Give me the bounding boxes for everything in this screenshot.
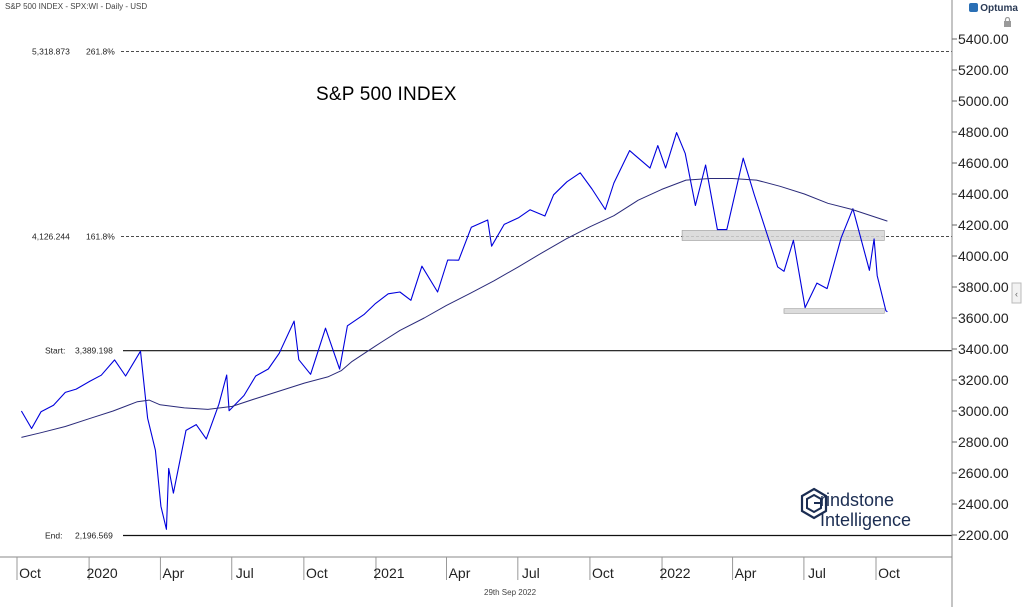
y-tick-label: 3000.00 <box>958 403 1009 419</box>
y-tick-label: 3400.00 <box>958 341 1009 357</box>
chart-info: S&P 500 INDEX - SPX:WI - Daily - USD <box>5 2 148 11</box>
lock-icon[interactable] <box>1003 17 1012 27</box>
x-tick-label: Oct <box>19 565 41 581</box>
level-name: Start: <box>45 346 65 356</box>
y-tick-label: 5000.00 <box>958 93 1009 109</box>
optuma-icon <box>969 2 979 12</box>
x-tick-label: 2020 <box>87 565 118 581</box>
y-tick-label: 3800.00 <box>958 279 1009 295</box>
y-axis-ticks: 5400.00 5200.00 5000.00 4800.00 4600.00 4400.… <box>952 31 1009 543</box>
level-name: End: <box>45 531 63 541</box>
y-tick-label: 5400.00 <box>958 31 1009 47</box>
y-tick-label: 5200.00 <box>958 62 1009 78</box>
level-tag: 261.8% <box>86 47 115 57</box>
price-line <box>20 132 888 530</box>
y-tick-label: 2200.00 <box>958 527 1009 543</box>
level-tag: 3,389.198 <box>75 346 113 356</box>
y-tick-label: 2800.00 <box>958 434 1009 450</box>
x-tick-label: Jul <box>808 565 826 581</box>
brand-logo: Optuma <box>969 2 1018 14</box>
x-tick-label: Jul <box>522 565 540 581</box>
price-series <box>20 132 888 530</box>
zone-band <box>681 230 885 241</box>
chart-title: S&P 500 INDEX <box>316 84 457 105</box>
y-tick-label: 4800.00 <box>958 124 1009 140</box>
y-tick-label: 4400.00 <box>958 186 1009 202</box>
zone-band <box>783 308 885 314</box>
y-tick-label: 4200.00 <box>958 217 1009 233</box>
x-tick-label: Oct <box>878 565 900 581</box>
y-tick-label: 4600.00 <box>958 155 1009 171</box>
y-tick-label: 3200.00 <box>958 372 1009 388</box>
y-tick-label: 2600.00 <box>958 465 1009 481</box>
chevron-left-icon[interactable]: ‹ <box>1015 289 1018 299</box>
level-tag: 161.8% <box>86 231 115 241</box>
x-tick-label: Apr <box>735 565 757 581</box>
x-tick-label: Apr <box>163 565 185 581</box>
brand-name: Optuma <box>980 3 1018 14</box>
x-axis-ticks: Oct 2020 Apr Jul Oct 2021 Apr Jul Oct 2022 Apr Jul O… <box>16 557 900 581</box>
scroll-handle[interactable] <box>1011 282 1022 304</box>
x-tick-label: Apr <box>449 565 471 581</box>
moving-average-line <box>21 178 888 438</box>
watermark-line1: rindstone <box>820 490 895 510</box>
date-stamp: 29th Sep 2022 <box>484 588 537 597</box>
level-name: 4,126.244 <box>32 231 70 241</box>
level-name: 5,318.873 <box>32 47 70 57</box>
level-labels: 5,318.873 261.8% 4,126.244 161.8% Start: 3,38… <box>32 47 115 541</box>
y-tick-label: 2400.00 <box>958 496 1009 512</box>
x-tick-label: Oct <box>306 565 328 581</box>
support-resistance-zones <box>681 230 885 314</box>
y-tick-label: 3600.00 <box>958 310 1009 326</box>
reference-levels <box>121 51 952 537</box>
x-tick-label: 2021 <box>373 565 404 581</box>
level-tag: 2,196.569 <box>75 531 113 541</box>
grindstone-logo-icon <box>800 487 828 520</box>
x-tick-label: Oct <box>592 565 614 581</box>
x-tick-label: Jul <box>236 565 254 581</box>
watermark-line2: Intelligence <box>820 510 912 530</box>
y-tick-label: 4000.00 <box>958 248 1009 264</box>
x-tick-label: 2022 <box>659 565 690 581</box>
